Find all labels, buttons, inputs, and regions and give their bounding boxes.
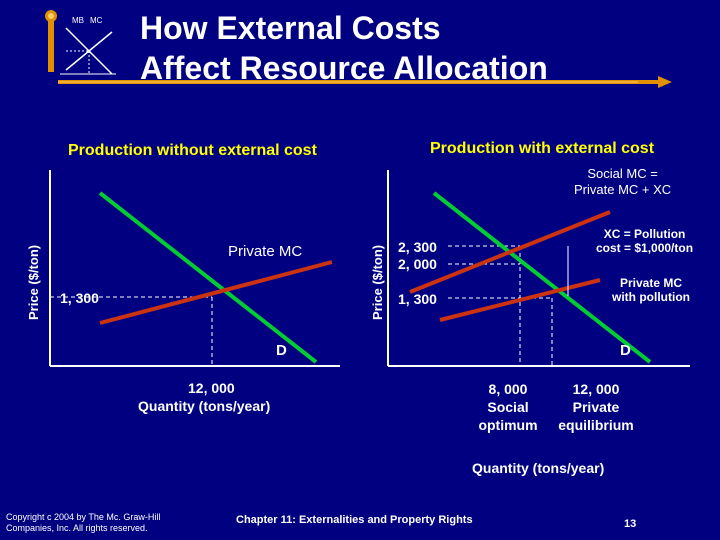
social-optimum-line3: optimum bbox=[478, 417, 538, 433]
social-mc-label: Social MC = Private MC + XC bbox=[574, 166, 671, 198]
left-demand-curve bbox=[98, 191, 318, 364]
xc-label-line2: cost = $1,000/ton bbox=[596, 241, 694, 255]
title-underline-arrow bbox=[58, 76, 672, 88]
right-demand-label: D bbox=[620, 342, 631, 359]
left-private-mc-curve bbox=[99, 260, 333, 325]
logo-mc-label: MC bbox=[90, 16, 103, 25]
private-equilibrium-label: 12, 000 Private equilibrium bbox=[548, 380, 644, 434]
private-equilibrium-line2: Private bbox=[572, 399, 620, 415]
right-private-mc-curve bbox=[439, 278, 601, 322]
left-panel-heading: Production without external cost bbox=[68, 142, 317, 159]
right-price-tick-2300: 2, 300 bbox=[398, 239, 437, 255]
left-price-tick: 1, 300 bbox=[60, 290, 99, 306]
xc-label-line1: XC = Pollution bbox=[603, 227, 686, 241]
logo-mb-label: MB bbox=[72, 16, 84, 25]
private-equilibrium-quantity: 12, 000 bbox=[572, 381, 620, 397]
private-mc-pollution-line1: Private MC bbox=[619, 276, 682, 290]
social-mc-label-line2: Private MC + XC bbox=[574, 182, 672, 197]
right-x-axis-label: Quantity (tons/year) bbox=[472, 460, 605, 476]
right-panel-heading: Production with external cost bbox=[430, 140, 655, 157]
right-price-tick-2000: 2, 000 bbox=[398, 256, 437, 272]
left-demand-label: D bbox=[276, 342, 287, 359]
page-number: 13 bbox=[624, 518, 637, 530]
right-y-axis-label: Price ($/ton) bbox=[370, 244, 385, 320]
left-y-axis-label: Price ($/ton) bbox=[26, 244, 41, 320]
copyright-line1: Copyright c 2004 by The Mc. Graw-Hill bbox=[6, 512, 161, 522]
private-equilibrium-line3: equilibrium bbox=[558, 417, 634, 433]
chapter-label: Chapter 11: Externalities and Property R… bbox=[236, 514, 473, 526]
social-optimum-label: 8, 000 Social optimum bbox=[478, 380, 538, 434]
social-mc-label-line1: Social MC = bbox=[587, 166, 658, 181]
left-quantity-tick: 12, 000 bbox=[188, 380, 235, 396]
title-line-1: How External Costs bbox=[140, 10, 441, 46]
right-demand-curve bbox=[432, 191, 652, 364]
private-mc-pollution-label: Private MC with pollution bbox=[612, 276, 690, 304]
left-x-axis-label: Quantity (tons/year) bbox=[138, 398, 271, 414]
copyright-line2: Companies, Inc. All rights reserved. bbox=[6, 523, 148, 533]
copyright-notice: Copyright c 2004 by The Mc. Graw-Hill Co… bbox=[6, 512, 160, 534]
private-mc-pollution-line2: with pollution bbox=[612, 290, 690, 304]
social-optimum-quantity: 8, 000 bbox=[488, 381, 528, 397]
mb-mc-logo-icon bbox=[45, 10, 116, 75]
social-optimum-line2: Social bbox=[487, 399, 529, 415]
right-price-tick-1300: 1, 300 bbox=[398, 291, 437, 307]
xc-label: XC = Pollution cost = $1,000/ton bbox=[596, 227, 693, 255]
right-social-mc-curve bbox=[409, 210, 611, 294]
left-private-mc-label: Private MC bbox=[228, 243, 303, 260]
